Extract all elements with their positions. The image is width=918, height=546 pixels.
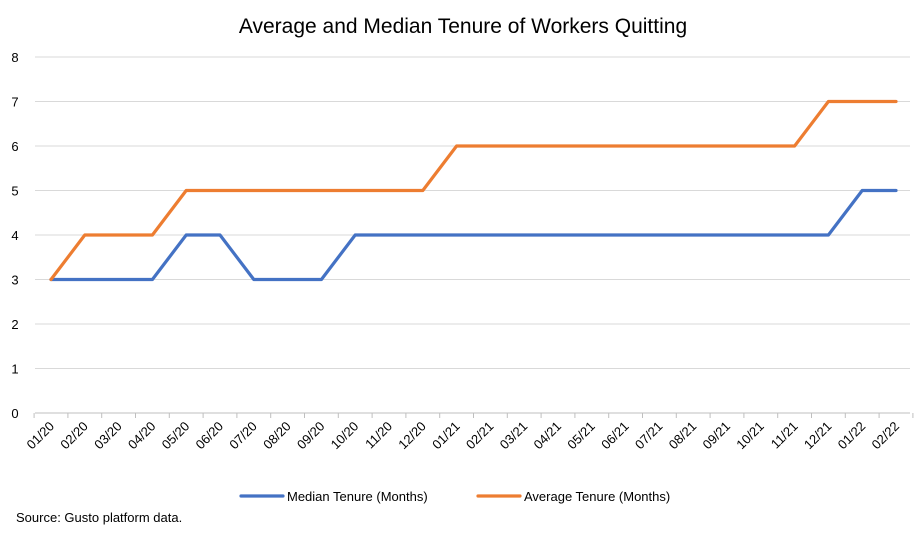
x-tick-label: 02/21 [463,419,497,453]
gridlines [35,56,910,369]
legend-label: Average Tenure (Months) [524,489,670,504]
x-tick-label: 02/22 [869,419,903,453]
y-tick-label: 2 [11,317,18,332]
x-tick-label: 05/21 [564,419,598,453]
y-tick-label: 7 [11,95,18,110]
x-tick-label: 11/20 [362,419,395,452]
x-tick-label: 03/20 [91,419,125,453]
x-tick-label: 12/20 [395,419,429,453]
y-tick-label: 4 [11,228,18,243]
x-tick-label: 02/20 [57,419,91,453]
x-tick-label: 06/20 [193,419,227,453]
x-tick-label: 09/20 [294,419,328,453]
x-tick-label: 01/22 [835,419,869,453]
y-tick-label: 0 [11,406,18,421]
chart-title: Average and Median Tenure of Workers Qui… [239,15,687,38]
y-tick-label: 6 [11,139,18,154]
legend: Median Tenure (Months) Average Tenure (Mo… [239,489,670,504]
x-tick-label: 09/21 [700,419,734,453]
series-line-average [49,99,898,282]
y-tick-label: 8 [11,50,18,65]
x-tick-label: 06/21 [598,419,632,453]
x-tick-label: 10/20 [328,419,362,453]
x-tick-label: 07/21 [632,419,666,453]
x-tick-label: 08/21 [666,419,700,453]
x-tick-label: 05/20 [159,419,193,453]
x-tick-label: 03/21 [497,419,531,453]
x-tick-label: 01/21 [429,419,463,453]
x-tick-label: 01/20 [24,419,58,453]
y-tick-label: 5 [11,184,18,199]
x-tick-label: 12/21 [801,419,835,453]
y-tick-label: 3 [11,273,18,288]
x-tick-label: 04/20 [125,419,159,453]
y-tick-label: 1 [11,362,18,377]
x-tick-label: 04/21 [531,419,565,453]
x-tick-label: 07/20 [226,419,260,453]
legend-label: Median Tenure (Months) [287,489,428,504]
series-line-median [49,188,898,282]
x-tick-label: 10/21 [733,419,767,453]
source-note: Source: Gusto platform data. [16,510,183,525]
series-lines [49,99,898,282]
x-tick-label: 11/21 [768,419,801,452]
x-tick-label: 08/20 [260,419,294,453]
